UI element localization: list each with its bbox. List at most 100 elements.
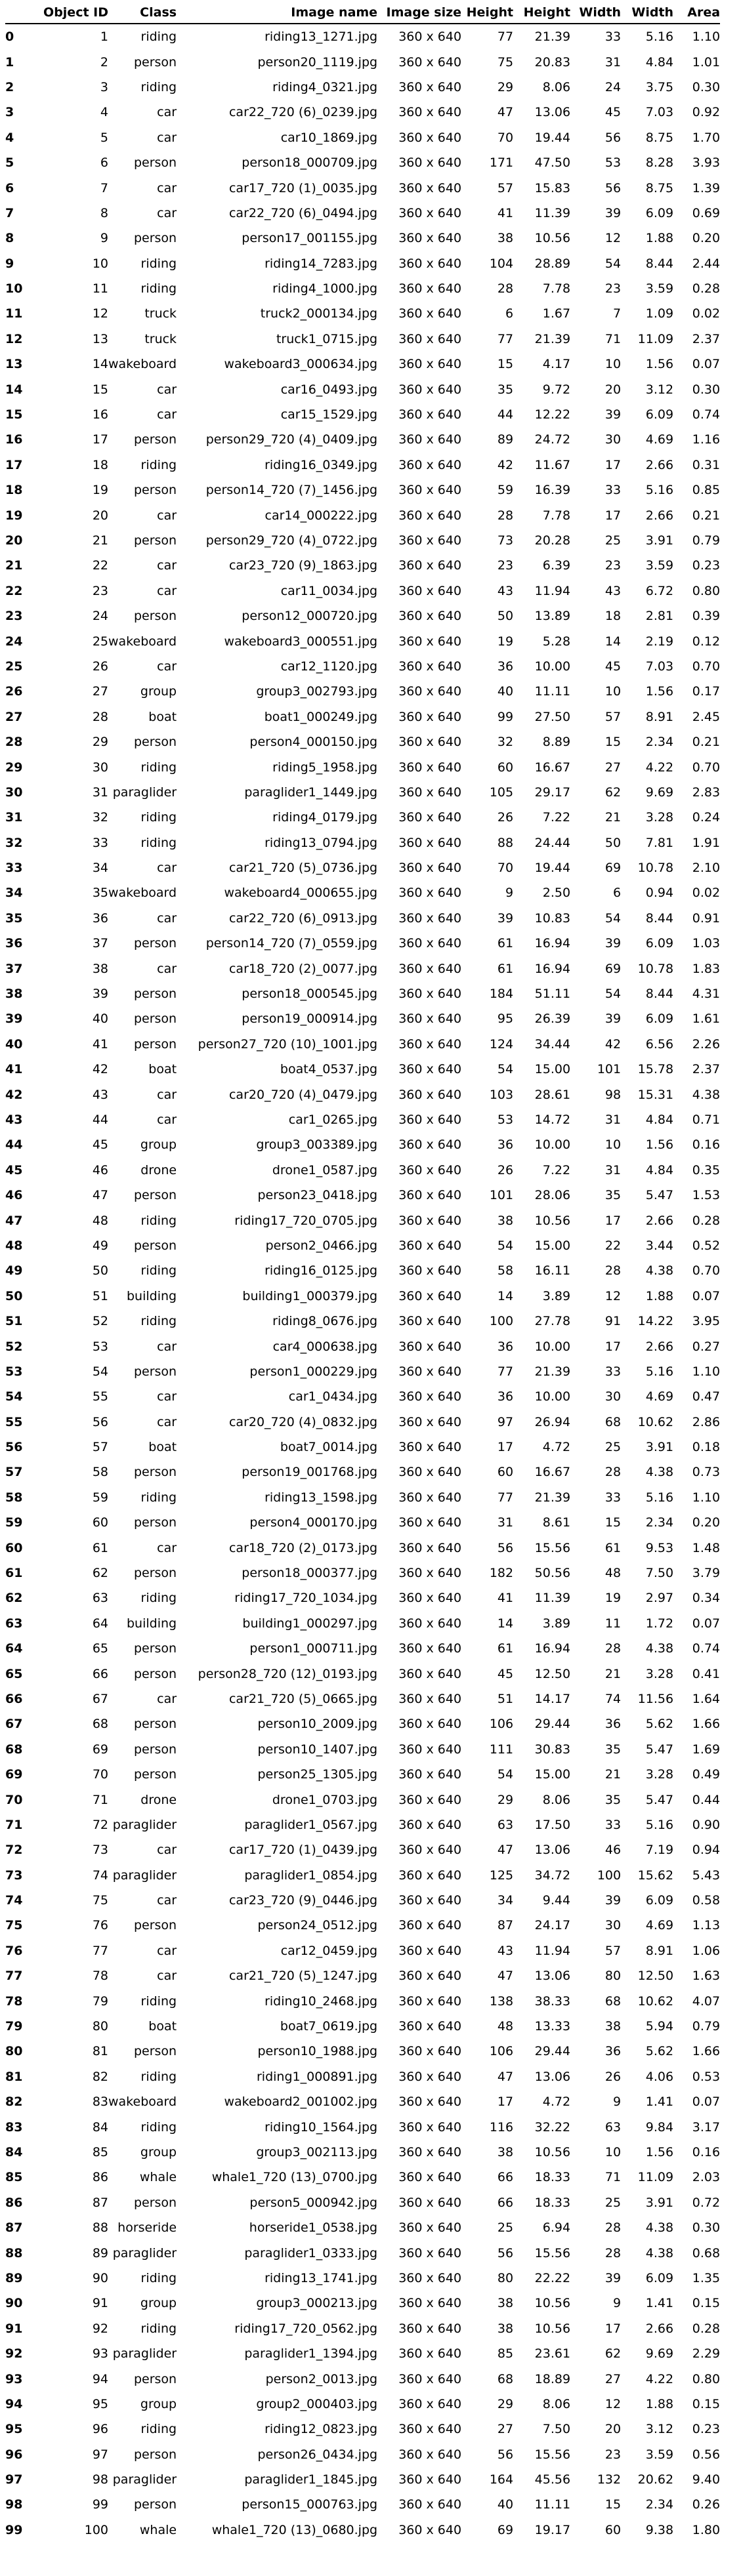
table-cell: 11.94 <box>534 1943 571 1958</box>
row-index: 47 <box>5 1213 23 1228</box>
table-row: 58 59 riding riding13_1598.jpg 360 x 640 77 21… <box>5 1485 720 1510</box>
row-index: 0 <box>5 30 14 45</box>
table-cell: 0.69 <box>692 205 721 220</box>
table-cell: 0.07 <box>692 357 721 372</box>
table-cell: person <box>133 2371 177 2386</box>
table-cell: 182 <box>489 1566 514 1581</box>
table-cell: riding4_0179.jpg <box>272 810 378 825</box>
table-cell: 71 <box>604 2170 622 2185</box>
column-header: Area <box>687 5 721 20</box>
table-cell: 124 <box>489 1036 514 1052</box>
table-row: 25 26 car car12_1120.jpg 360 x 640 36 10.00 45 7… <box>5 654 720 679</box>
table-cell: car <box>157 558 177 573</box>
table-cell: 0.24 <box>692 810 721 825</box>
table-cell: 1.16 <box>692 432 721 447</box>
table-cell: 73 <box>497 533 514 548</box>
table-cell: person <box>133 1012 177 1027</box>
table-row: 65 66 person person28_720 (12)_0193.jpg 360 … <box>5 1661 720 1686</box>
table-cell: 15 <box>497 357 514 372</box>
table-row: 14 15 car car16_0493.jpg 360 x 640 35 9.72 20 3.… <box>5 377 720 401</box>
table-cell: 10 <box>604 684 622 699</box>
table-cell: car21_720 (5)_0665.jpg <box>228 1691 378 1706</box>
row-index: 25 <box>5 659 23 674</box>
table-cell: 29.44 <box>534 2044 571 2059</box>
table-cell: 4.22 <box>645 2371 674 2386</box>
table-cell: 360 x 640 <box>398 2346 462 2361</box>
table-cell: wakeboard <box>108 357 177 372</box>
table-cell: riding <box>140 30 177 45</box>
table-row: 30 31 paraglider paraglider1_1449.jpg 360 x … <box>5 780 720 805</box>
table-row: 64 65 person person1_000711.jpg 360 x 640 61 1… <box>5 1636 720 1661</box>
table-cell: 44 <box>497 407 514 422</box>
table-cell: 34.72 <box>534 1868 571 1883</box>
table-cell: person29_720 (4)_0722.jpg <box>205 533 378 548</box>
table-cell: 360 x 640 <box>398 987 462 1002</box>
table-cell: 21 <box>604 810 622 825</box>
table-row: 24 25 wakeboard wakeboard3_000551.jpg 360 x … <box>5 628 720 653</box>
table-row: 35 36 car car22_720 (6)_0913.jpg 360 x 640 39… <box>5 906 720 931</box>
table-cell: 7.22 <box>542 1162 571 1177</box>
table-cell: 26.39 <box>534 1012 571 1027</box>
table-cell: 3.75 <box>645 79 674 94</box>
table-cell: 1.83 <box>692 961 721 976</box>
table-cell: 5.62 <box>645 1717 674 1732</box>
table-cell: 360 x 640 <box>398 961 462 976</box>
table-cell: person <box>133 533 177 548</box>
table-cell: 97 <box>497 1414 514 1429</box>
table-cell: 10.78 <box>637 861 674 876</box>
table-cell: 61 <box>92 1540 108 1555</box>
row-index: 87 <box>5 2220 23 2236</box>
table-cell: 2.81 <box>645 609 674 624</box>
table-cell: 8.91 <box>645 709 674 724</box>
table-cell: 2.66 <box>645 508 674 523</box>
table-cell: 4.22 <box>645 760 674 775</box>
table-cell: 19.44 <box>534 130 571 145</box>
table-cell: 27 <box>92 684 108 699</box>
table-cell: 138 <box>489 1993 514 2009</box>
row-index: 42 <box>5 1087 23 1102</box>
table-row: 22 23 car car11_0034.jpg 360 x 640 43 11.94 43 6… <box>5 579 720 603</box>
table-cell: 0.21 <box>692 508 721 523</box>
table-row: 49 50 riding riding16_0125.jpg 360 x 640 58 16… <box>5 1258 720 1283</box>
table-cell: 16.94 <box>534 961 571 976</box>
table-cell: 8.06 <box>542 2396 571 2411</box>
row-index: 88 <box>5 2245 23 2260</box>
table-cell: 4.17 <box>542 357 571 372</box>
table-cell: 7.22 <box>542 810 571 825</box>
table-cell: 33 <box>604 1490 622 1505</box>
table-row: 10 11 riding riding4_1000.jpg 360 x 640 28 7.7… <box>5 276 720 301</box>
table-row: 34 35 wakeboard wakeboard4_000655.jpg 360 x … <box>5 880 720 905</box>
table-cell: 0.44 <box>692 1792 721 1807</box>
table-cell: 1.56 <box>645 357 674 372</box>
table-cell: person <box>133 1238 177 1253</box>
table-cell: 17 <box>604 2321 622 2336</box>
table-cell: 10 <box>604 2145 622 2159</box>
table-cell: 14 <box>497 1616 514 1631</box>
table-cell: 0.02 <box>692 306 721 321</box>
table-cell: 54 <box>497 1062 514 1077</box>
table-cell: 2.34 <box>645 735 674 750</box>
table-cell: 0.07 <box>692 2095 721 2110</box>
table-row: 53 54 person person1_000229.jpg 360 x 640 77 2… <box>5 1359 720 1384</box>
table-cell: 360 x 640 <box>398 2170 462 2185</box>
table-cell: car18_720 (2)_0077.jpg <box>228 961 378 976</box>
table-cell: boat7_0619.jpg <box>280 2019 378 2034</box>
table-cell: 0.30 <box>692 79 721 94</box>
table-cell: 10.56 <box>534 2145 571 2159</box>
row-index: 11 <box>5 306 23 321</box>
table-cell: 71 <box>604 331 622 346</box>
table-cell: 33 <box>604 1817 622 1832</box>
table-cell: 360 x 640 <box>398 2145 462 2159</box>
table-cell: 82 <box>92 2069 108 2084</box>
row-index: 73 <box>5 1868 23 1883</box>
table-cell: 360 x 640 <box>398 1414 462 1429</box>
table-cell: horseride <box>117 2220 177 2236</box>
table-cell: whale1_720 (13)_0700.jpg <box>211 2170 378 2185</box>
table-cell: 75 <box>92 1893 108 1908</box>
table-cell: 22 <box>92 558 108 573</box>
row-index: 36 <box>5 936 23 951</box>
table-cell: 39 <box>604 407 622 422</box>
table-cell: 26 <box>604 2069 622 2084</box>
table-row: 51 52 riding riding8_0676.jpg 360 x 640 100 27… <box>5 1309 720 1334</box>
